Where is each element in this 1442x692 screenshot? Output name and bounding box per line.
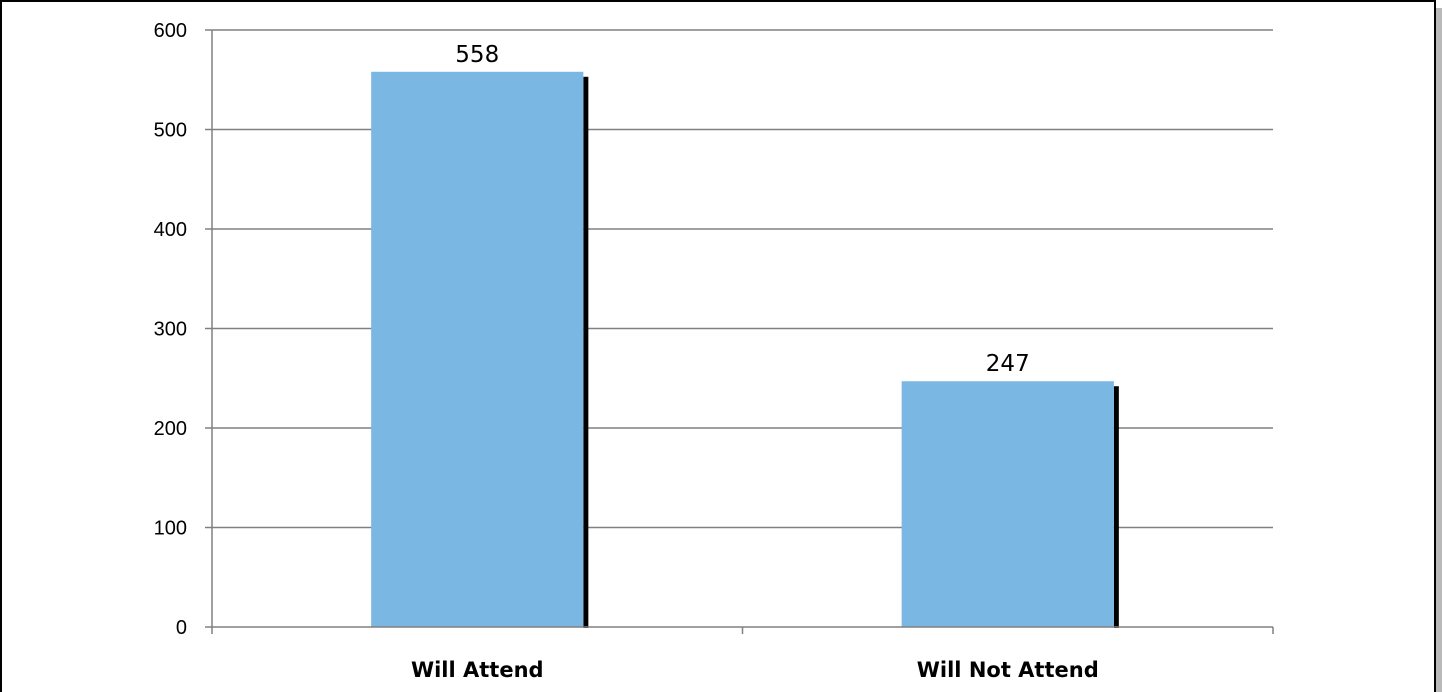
data-label: 247	[986, 351, 1030, 377]
y-tick-label: 300	[154, 319, 187, 341]
category-label: Will Attend	[411, 658, 544, 682]
bar-will-not-attend	[901, 381, 1114, 627]
frame-shadow	[1436, 8, 1442, 692]
y-tick-label: 500	[154, 120, 187, 142]
labels: 0 100 200 300 400 500 600 558 Will Attend 247 Will…	[154, 20, 1099, 682]
y-tick-label: 200	[154, 418, 187, 440]
data-label: 558	[455, 42, 499, 68]
bars	[371, 71, 1119, 629]
y-tick-label: 100	[154, 518, 187, 540]
y-tick-label: 0	[176, 617, 187, 639]
axes	[205, 29, 1274, 634]
y-tick-label: 400	[154, 219, 187, 241]
bar-will-attend	[371, 71, 584, 628]
y-tick-label: 600	[154, 20, 187, 42]
bar-shadow	[1113, 386, 1119, 628]
bar-shadow	[583, 76, 589, 629]
category-label: Will Not Attend	[917, 658, 1099, 682]
